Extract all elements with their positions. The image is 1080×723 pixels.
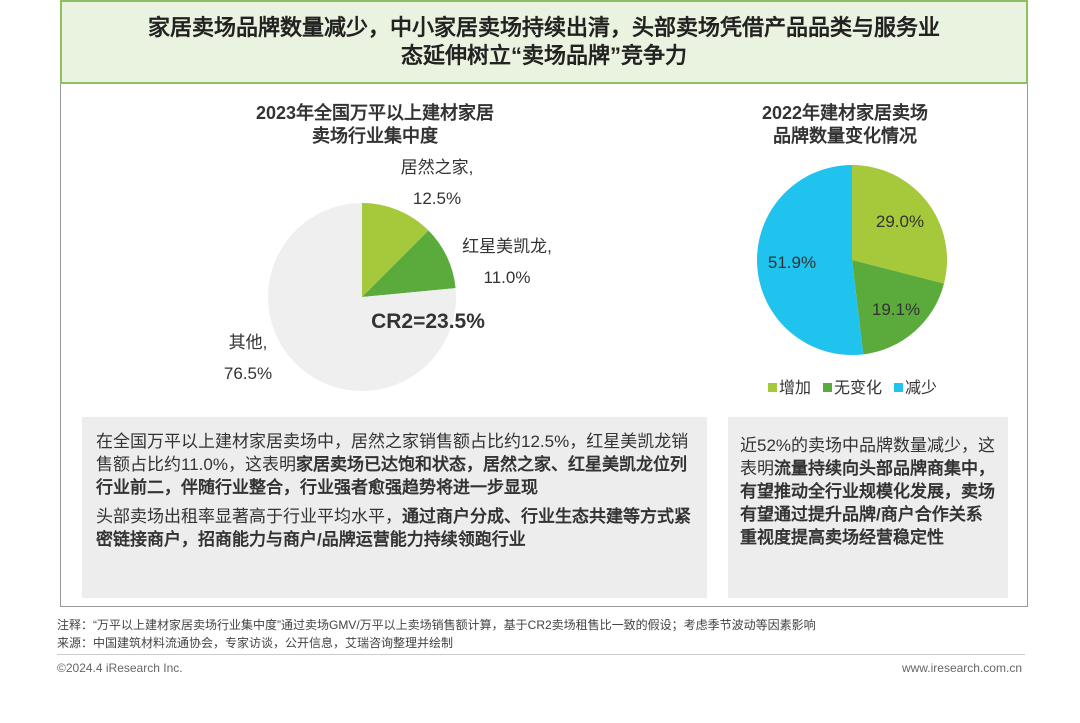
text-run: 通过商户分成、行业生态共建等方式紧密链接商户，招商能力与商户/品牌运营能力持续领…: [96, 507, 691, 549]
note: 注释：“万平以上建材家居卖场行业集中度”通过卖场GMV/万平以上卖场销售额计算，…: [57, 618, 816, 632]
value-label: 51.9%: [768, 253, 816, 272]
paragraph: 近52%的卖场中品牌数量减少，这表明流量持续向头部品牌商集中，有望推动全行业规模…: [740, 434, 996, 549]
text-run: 流量持续向头部品牌商集中，有望推动全行业规模化发展，卖场有望通过提升品牌/商户合…: [740, 459, 995, 547]
footer-right: www.iresearch.com.cn: [901, 661, 1022, 675]
text-run: 在全国万平以上建材家居卖场中，居然之家销售额占比约12.5%，红星美凯龙销售额占…: [96, 432, 689, 474]
value-label: 29.0%: [876, 212, 924, 231]
pie-slice: [852, 260, 945, 355]
legend-swatch: [894, 383, 904, 392]
legend-label: 减少: [905, 379, 937, 397]
pie-slice: [362, 230, 456, 297]
slice-label: 居然之家,: [401, 158, 474, 177]
paragraph: 头部卖场出租率显著高于行业平均水平，通过商户分成、行业生态共建等方式紧密链接商户…: [96, 505, 693, 551]
legend-swatch: [823, 383, 833, 392]
content-frame: [60, 84, 1028, 607]
text-run: 头部卖场出租率显著高于行业平均水平，: [96, 507, 402, 526]
value-label: 12.5%: [413, 189, 461, 208]
value-label: 11.0%: [484, 268, 531, 287]
slice-label: 红星美凯龙,: [462, 237, 552, 256]
annotation: CR2=23.5%: [371, 310, 485, 333]
text-box: 在全国万平以上建材家居卖场中，居然之家销售额占比约12.5%，红星美凯龙销售额占…: [82, 417, 707, 598]
pie-slice: [852, 165, 947, 284]
legend-label: 无变化: [834, 379, 882, 397]
slice-label: 其他,: [229, 333, 268, 352]
note: 来源：中国建筑材料流通协会，专家访谈，公开信息，艾瑞咨询整理并绘制: [57, 636, 454, 650]
pie-slice: [757, 165, 864, 356]
paragraph: 在全国万平以上建材家居卖场中，居然之家销售额占比约12.5%，红星美凯龙销售额占…: [96, 430, 693, 499]
chart-title: 2022年建材家居卖场 品牌数量变化情况: [761, 103, 929, 146]
text-run: 近52%的卖场中品牌数量减少，这表明: [740, 436, 996, 478]
footer-left: ©2024.4 iResearch Inc.: [57, 661, 183, 675]
text-box: 近52%的卖场中品牌数量减少，这表明流量持续向头部品牌商集中，有望推动全行业规模…: [728, 417, 1008, 598]
divider: [57, 654, 1025, 655]
pie-slice: [362, 203, 429, 297]
value-label: 76.5%: [224, 364, 272, 383]
text-run: 家居卖场已达饱和状态，居然之家、红星美凯龙位列行业前二，伴随行业整合，行业强者愈…: [96, 455, 687, 497]
header-title: 家居卖场品牌数量减少，中小家居卖场持续出清，头部卖场凭借产品品类与服务业 态延伸…: [60, 0, 1028, 84]
pie-slice: [268, 203, 457, 391]
chart-title: 2023年全国万平以上建材家居 卖场行业集中度: [255, 103, 495, 146]
legend-swatch: [768, 383, 777, 392]
legend-label: 增加: [779, 379, 811, 397]
value-label: 19.1%: [872, 300, 920, 319]
